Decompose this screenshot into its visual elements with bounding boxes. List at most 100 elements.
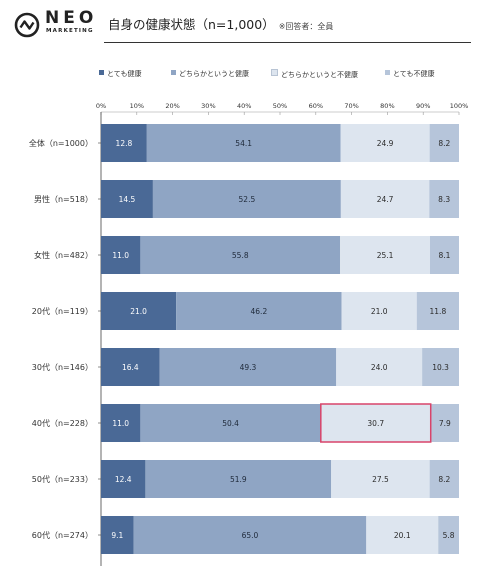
bar-segment [340,124,430,162]
bar-segment [331,460,430,498]
bar-segment [176,292,342,330]
bar-segment [430,404,459,442]
bar-segment [422,348,459,386]
data-label: 11.0 [112,419,129,428]
legend-label: どちらかというと健康 [179,70,249,78]
bar-segment [430,236,459,274]
data-label: 7.9 [439,419,451,428]
respondent-note: ※回答者：全員 [278,22,334,31]
chart-title: 自身の健康状態（n=1,000） ※回答者：全員 [108,14,333,33]
x-tick-label: 20% [165,102,179,110]
legend-label: とても不健康 [393,70,435,78]
data-label: 11.0 [112,251,129,260]
category-label: 40代（n=228） [32,418,93,428]
legend-item-very-unhealthy: とても不健康 [385,69,434,79]
data-label: 21.0 [130,307,147,316]
bar-segment [341,292,417,330]
data-label: 27.5 [372,475,389,484]
legend-swatch [99,70,104,75]
header: NEO MARKETING 自身の健康状態（n=1,000） ※回答者：全員 [0,0,491,48]
title-divider [104,42,471,43]
x-tick-label: 40% [237,102,251,110]
data-label: 54.1 [235,139,252,148]
category-label: 60代（n=274） [32,530,93,540]
bar-segment [101,348,160,386]
highlight-box [320,403,432,443]
bar-segment [145,460,332,498]
data-label: 12.4 [115,475,132,484]
data-label: 46.2 [251,307,268,316]
bar-segment [133,516,367,554]
data-label: 8.1 [439,251,451,260]
bar-segment [366,516,439,554]
bar-segment [101,460,146,498]
data-label: 5.8 [443,531,455,540]
data-label: 11.8 [430,307,447,316]
bar-segment [101,180,153,218]
legend-item-very-healthy: とても健康 [99,69,141,79]
category-label: 50代（n=233） [32,474,93,484]
legend-label: とても健康 [107,70,142,78]
legend-item-fairly-healthy: どちらかというと健康 [171,69,249,79]
bar-segment [140,236,341,274]
data-label: 14.5 [119,195,136,204]
x-tick-label: 60% [309,102,323,110]
bar-segment [101,516,134,554]
category-label: 20代（n=119） [32,306,93,316]
data-label: 12.8 [116,139,133,148]
bar-segment [429,124,459,162]
data-label: 50.4 [222,419,239,428]
data-label: 8.3 [438,195,450,204]
data-label: 21.0 [371,307,388,316]
data-label: 24.9 [377,139,394,148]
data-label: 8.2 [438,139,450,148]
data-label: 52.5 [239,195,256,204]
legend-swatch [385,70,390,75]
data-label: 20.1 [394,531,411,540]
bar-segment [438,516,459,554]
x-tick-label: 10% [130,102,144,110]
x-tick-label: 0% [96,102,106,110]
bar-segment [101,236,141,274]
x-tick-label: 100% [450,102,469,110]
logo-text: NEO [45,8,98,28]
x-tick-label: 30% [201,102,215,110]
data-label: 25.1 [377,251,394,260]
data-label: 16.4 [122,363,139,372]
data-label: 24.0 [371,363,388,372]
bar-segment [320,404,431,442]
bar-segment [101,292,177,330]
data-label: 51.9 [230,475,247,484]
legend-label: どちらかというと不健康 [281,71,358,79]
data-label: 30.7 [367,419,384,428]
legend-item-fairly-unhealthy: どちらかというと不健康 [271,69,358,80]
chart-title-text: 自身の健康状態（n=1,000） [108,17,275,32]
legend-swatch [271,69,278,76]
data-label: 9.1 [111,531,123,540]
bar-segment [101,404,141,442]
data-label: 65.0 [242,531,259,540]
category-label: 全体（n=1000） [29,138,93,148]
data-label: 10.3 [432,363,449,372]
data-label: 8.2 [438,475,450,484]
logo-icon [14,12,40,38]
bar-segment [340,180,430,218]
category-label: 女性（n=482） [34,250,93,260]
bar-segment [340,236,431,274]
data-label: 55.8 [232,251,249,260]
x-tick-label: 70% [344,102,358,110]
bar-segment [429,460,459,498]
bar-segment [152,180,341,218]
bar-segment [429,180,459,218]
bar-segment [416,292,459,330]
data-label: 24.7 [377,195,394,204]
category-label: 30代（n=146） [32,362,93,372]
x-tick-label: 80% [380,102,394,110]
bar-segment [159,348,337,386]
data-label: 49.3 [240,363,257,372]
logo-subtext: MARKETING [46,28,94,34]
category-label: 男性（n=518） [34,194,93,204]
bar-segment [101,124,147,162]
legend-swatch [171,70,176,75]
